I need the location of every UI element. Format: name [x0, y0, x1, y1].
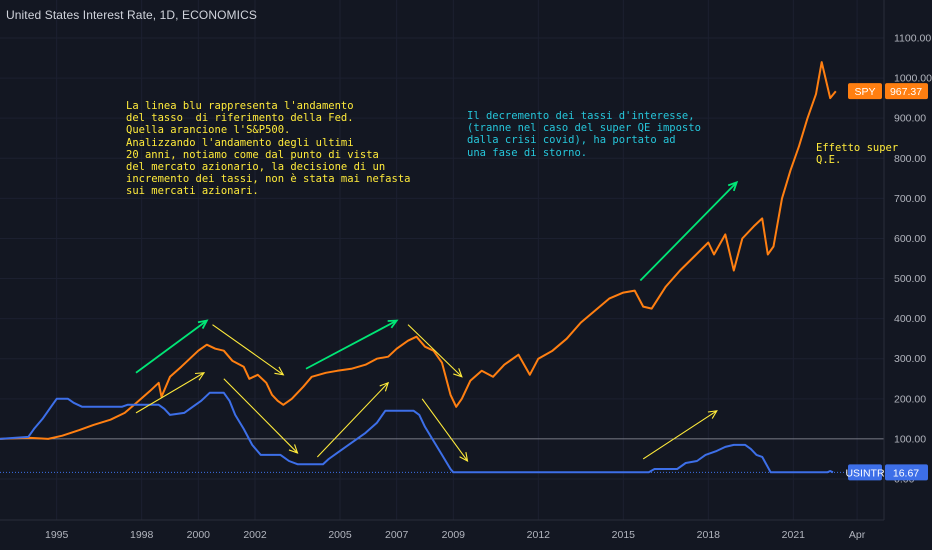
series-name-tag: SPY [854, 86, 875, 98]
cyan-annotation: Il decremento dei tassi d'interesse, (tr… [467, 110, 701, 159]
y-tick-label: 400.00 [894, 313, 926, 325]
trend-arrow [212, 324, 285, 376]
last-value-labels: SPY 967.37 USINTR 16.67 [845, 83, 928, 481]
series-spy-line [0, 61, 837, 440]
x-tick-label: 2015 [612, 529, 636, 541]
y-tick-label: 1100.00 [894, 33, 931, 45]
trend-arrow [305, 319, 399, 370]
trend-arrow [135, 372, 206, 414]
series-name-tag: USINTR [845, 467, 885, 479]
annotation-arrows [135, 180, 739, 462]
series-layer [0, 61, 837, 474]
y-tick-label: 800.00 [894, 153, 926, 165]
x-tick-label: 1998 [130, 529, 154, 541]
x-tick-label: 2007 [385, 529, 409, 541]
last-label-usintr: USINTR 16.67 [845, 464, 928, 481]
last-label-spy: SPY 967.37 [848, 83, 928, 100]
y-tick-label: 200.00 [894, 393, 926, 405]
series-last-value: 967.37 [890, 86, 922, 98]
x-tick-label: 2012 [527, 529, 551, 541]
x-tick-label: Apr [849, 529, 866, 541]
trend-arrow [223, 378, 299, 454]
y-tick-label: 700.00 [894, 193, 926, 205]
price-axis[interactable]: 1100.00 1000.00 900.00 800.00 700.00 600.00 50… [894, 33, 932, 486]
trend-arrow [135, 319, 209, 374]
x-tick-label: 2009 [442, 529, 466, 541]
trend-arrow [421, 398, 469, 462]
x-tick-label: 2002 [243, 529, 267, 541]
time-axis[interactable]: 1995 1998 2000 2002 2005 2007 2009 2012 2015 2018… [45, 529, 866, 541]
x-tick-label: 2018 [697, 529, 721, 541]
trend-arrow [316, 381, 390, 458]
x-tick-label: 2000 [187, 529, 211, 541]
y-tick-label: 500.00 [894, 273, 926, 285]
y-tick-label: 900.00 [894, 113, 926, 125]
grid [0, 0, 884, 520]
series-last-value: 16.67 [893, 467, 919, 479]
series-usintr-line [0, 391, 834, 474]
trend-arrow [407, 324, 463, 378]
reference-lines [0, 438, 884, 473]
x-tick-label: 2021 [782, 529, 806, 541]
y-tick-label: 100.00 [894, 433, 926, 445]
y-tick-label: 1000.00 [894, 73, 932, 85]
trend-arrow [642, 410, 718, 460]
y-tick-label: 600.00 [894, 233, 926, 245]
yellow-annotation: La linea blu rappresenta l'andamento del… [126, 100, 411, 198]
y-tick-label: 300.00 [894, 353, 926, 365]
x-tick-label: 1995 [45, 529, 69, 541]
trend-arrow [639, 180, 739, 282]
qe-annotation: Effetto super Q.E. [816, 142, 899, 167]
x-tick-label: 2005 [328, 529, 352, 541]
chart-title: United States Interest Rate, 1D, ECONOMI… [6, 8, 257, 22]
